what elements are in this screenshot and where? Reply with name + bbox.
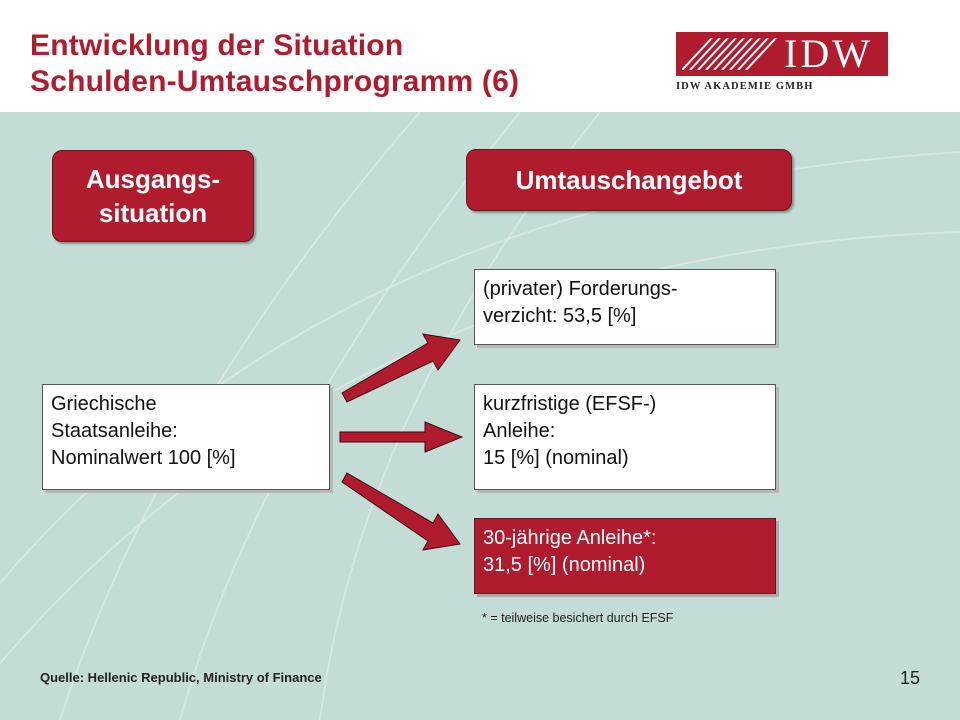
idw-logo: IDW IDW AKADEMIE GMBH bbox=[676, 32, 888, 94]
title-line-2: Schulden-Umtauschprogramm (6) bbox=[30, 65, 520, 98]
box-line: 31,5 [%] (nominal) bbox=[483, 554, 646, 576]
logo-text: IDW bbox=[784, 31, 873, 76]
footnote: * = teilweise besichert durch EFSF bbox=[482, 611, 674, 625]
box-line: Anleihe: bbox=[483, 420, 556, 442]
start-header-line-1: Ausgangs- bbox=[85, 164, 221, 194]
box-line: 15 [%] (nominal) bbox=[483, 447, 629, 469]
box-line: verzicht: 53,5 [%] bbox=[483, 305, 637, 327]
efsf-bond-box: kurzfristige (EFSF-) Anleihe: 15 [%] (no… bbox=[474, 384, 776, 490]
start-header-line-2: situation bbox=[98, 198, 208, 228]
source-note: Quelle: Hellenic Republic, Ministry of F… bbox=[40, 670, 322, 685]
box-line: Griechische bbox=[51, 393, 157, 415]
logo-subtitle: IDW AKADEMIE GMBH bbox=[676, 81, 814, 92]
box-line: 30-jährige Anleihe*: bbox=[483, 527, 657, 549]
slide-content: Ausgangs- situation Umtauschangebot Grie… bbox=[0, 112, 960, 720]
box-line: Nominalwert 100 [%] bbox=[51, 447, 236, 469]
exchange-offer-header: Umtauschangebot bbox=[466, 149, 792, 211]
start-situation-header: Ausgangs- situation bbox=[52, 150, 254, 242]
page-number: 15 bbox=[900, 668, 921, 688]
arrow-down-icon bbox=[341, 472, 461, 551]
source-bond-box: Griechische Staatsanleihe: Nominalwert 1… bbox=[42, 384, 330, 490]
haircut-box: (privater) Forderungs- verzicht: 53,5 [%… bbox=[474, 269, 776, 345]
logo-stripes-icon bbox=[682, 38, 777, 70]
arrow-up-icon bbox=[341, 333, 461, 403]
slide-title: Entwicklung der Situation Schulden-Umtau… bbox=[30, 28, 519, 100]
box-line: kurzfristige (EFSF-) bbox=[483, 393, 657, 415]
box-line: Staatsanleihe: bbox=[51, 420, 178, 442]
logo-box: IDW bbox=[676, 32, 888, 76]
slide-header: Entwicklung der Situation Schulden-Umtau… bbox=[0, 0, 960, 112]
flow-arrows bbox=[339, 333, 464, 551]
box-line: (privater) Forderungs- bbox=[483, 278, 678, 300]
title-line-1: Entwicklung der Situation bbox=[30, 29, 404, 62]
arrow-right-icon bbox=[339, 421, 464, 453]
long-term-bond-box: 30-jährige Anleihe*: 31,5 [%] (nominal) bbox=[474, 518, 776, 594]
